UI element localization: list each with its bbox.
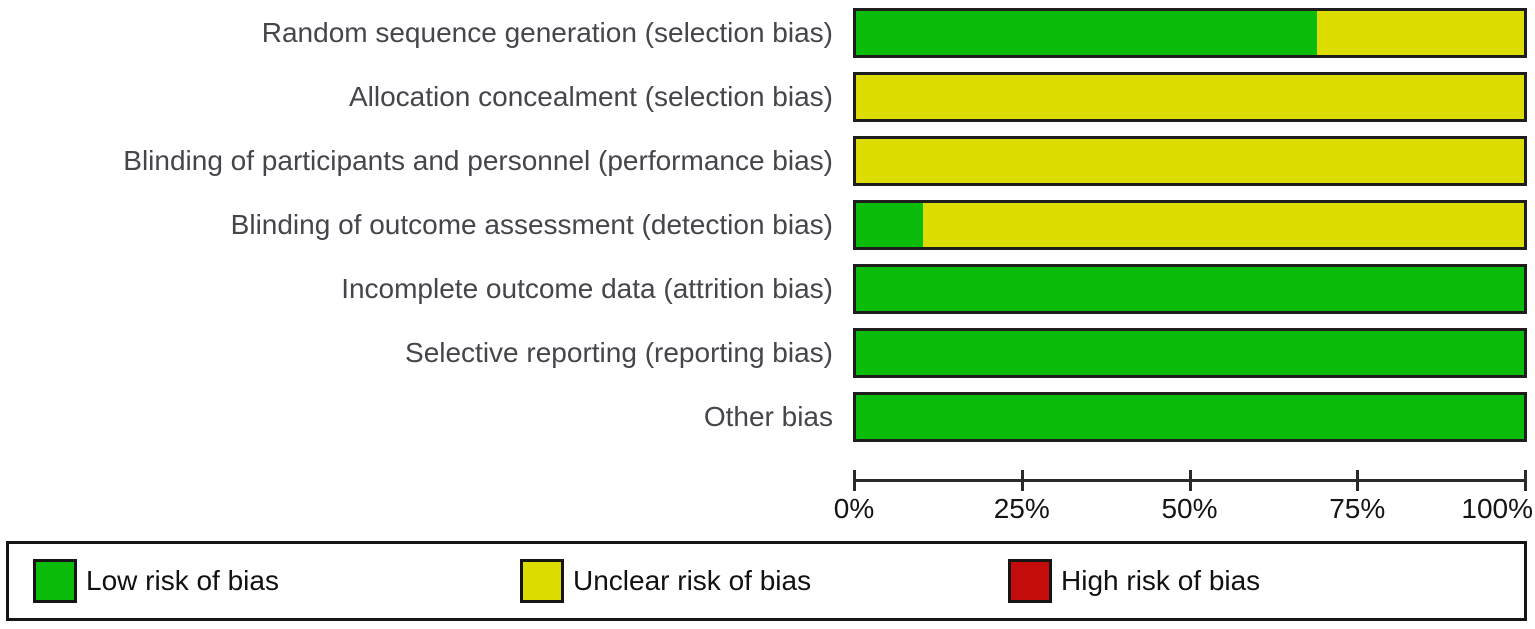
stacked-bar — [853, 72, 1527, 122]
axis-tick — [1524, 470, 1527, 491]
legend-item-label: High risk of bias — [1061, 565, 1261, 596]
bar-segment-low — [856, 267, 1524, 311]
legend-color-swatch-icon — [33, 559, 77, 603]
legend-color-swatch-icon — [520, 559, 564, 603]
axis-tick-label: 100% — [1461, 493, 1533, 524]
stacked-bar — [853, 8, 1527, 58]
bar-segment-unclear — [856, 139, 1524, 183]
axis-tick — [1020, 470, 1024, 491]
bias-row: Selective reporting (reporting bias) — [0, 328, 1535, 378]
legend-item: High risk of bias — [1008, 559, 1260, 603]
bar-segment-unclear — [922, 203, 1524, 247]
bias-domain-label: Incomplete outcome data (attrition bias) — [341, 273, 833, 304]
bar-rows: Random sequence generation (selection bi… — [0, 8, 1535, 442]
axis-tick-label: 75% — [1329, 493, 1386, 524]
bias-row: Blinding of outcome assessment (detectio… — [0, 200, 1535, 250]
stacked-bar — [853, 392, 1527, 442]
bar-segment-low — [856, 203, 923, 247]
bias-row: Random sequence generation (selection bi… — [0, 8, 1535, 58]
axis-tick-label: 0% — [833, 493, 875, 524]
legend-item-label: Low risk of bias — [86, 565, 279, 596]
bias-domain-label: Blinding of participants and personnel (… — [123, 145, 833, 176]
bar-segment-low — [856, 395, 1524, 439]
bar-segment-low — [856, 11, 1317, 55]
axis-tick — [853, 470, 856, 491]
bias-row: Blinding of participants and personnel (… — [0, 136, 1535, 186]
bias-domain-label: Random sequence generation (selection bi… — [261, 17, 833, 48]
bar-segment-unclear — [1316, 11, 1524, 55]
axis-tick-label: 25% — [993, 493, 1050, 524]
stacked-bar — [853, 200, 1527, 250]
legend-item: Low risk of bias — [33, 559, 279, 603]
axis-tick — [1356, 470, 1360, 491]
bias-domain-label: Blinding of outcome assessment (detectio… — [230, 209, 833, 240]
bar-segment-low — [856, 331, 1524, 375]
stacked-bar — [853, 136, 1527, 186]
axis-tick-label: 50% — [1161, 493, 1218, 524]
bias-domain-label: Selective reporting (reporting bias) — [405, 337, 833, 368]
bias-row: Allocation concealment (selection bias) — [0, 72, 1535, 122]
axis-tick — [1188, 470, 1192, 491]
bias-domain-label: Allocation concealment (selection bias) — [348, 81, 833, 112]
bias-row: Incomplete outcome data (attrition bias) — [0, 264, 1535, 314]
legend-item-label: Unclear risk of bias — [573, 565, 812, 596]
bias-domain-label: Other bias — [703, 401, 833, 432]
legend: Low risk of bias Unclear risk of bias Hi… — [6, 541, 1527, 621]
stacked-bar — [853, 264, 1527, 314]
bar-segment-unclear — [856, 75, 1524, 119]
bias-row: Other bias — [0, 392, 1535, 442]
legend-item: Unclear risk of bias — [520, 559, 811, 603]
stacked-bar — [853, 328, 1527, 378]
legend-color-swatch-icon — [1008, 559, 1052, 603]
